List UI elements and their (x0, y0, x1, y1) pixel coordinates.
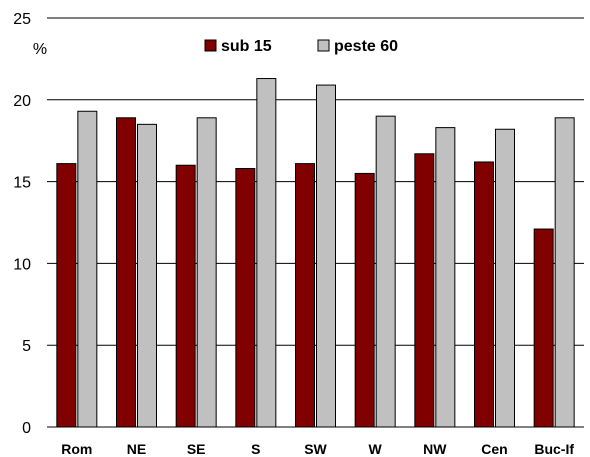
legend: sub 15 peste 60 (204, 38, 398, 55)
bar-peste60 (554, 117, 575, 428)
legend-swatch-peste60 (317, 39, 330, 52)
legend-label-peste60: peste 60 (334, 38, 398, 55)
y-tick-label: 0 (22, 420, 31, 437)
legend-swatch-sub15 (204, 39, 217, 52)
bar-sub15 (295, 163, 315, 428)
x-tick-label: NW (423, 441, 447, 457)
x-tick-label: S (251, 441, 260, 457)
y-tick-label: 10 (13, 256, 31, 273)
x-tick-label: W (369, 441, 383, 457)
y-tick-label: 25 (13, 11, 31, 28)
bar-sub15 (235, 168, 256, 428)
bar-peste60 (495, 128, 515, 428)
x-tick-label: Rom (61, 441, 92, 457)
gridlines (47, 17, 584, 346)
x-tick-label: SE (187, 441, 206, 457)
bar-peste60 (196, 117, 217, 428)
y-axis-ticks: 0 5 10 15 20 25 (13, 11, 31, 437)
x-tick-label: Cen (481, 441, 507, 457)
x-tick-label: NE (127, 441, 146, 457)
bar-peste60 (256, 78, 277, 428)
bar-sub15 (116, 117, 136, 428)
bar-peste60 (77, 110, 98, 428)
x-tick-label: Buc-If (534, 441, 574, 457)
y-tick-label: 15 (13, 175, 31, 192)
bar-sub15 (414, 153, 435, 428)
x-tick-label: SW (304, 441, 327, 457)
bars (56, 78, 575, 428)
bar-sub15 (533, 228, 554, 428)
bar-peste60 (375, 115, 396, 428)
y-axis-label: % (33, 41, 47, 58)
bar-sub15 (354, 172, 375, 428)
bar-sub15 (175, 164, 196, 428)
y-tick-label: 20 (13, 93, 31, 110)
legend-label-sub15: sub 15 (221, 38, 272, 55)
bar-sub15 (56, 163, 77, 428)
bar-peste60 (137, 123, 157, 428)
y-tick-label: 5 (22, 338, 31, 355)
bar-peste60 (435, 127, 456, 428)
bar-sub15 (474, 161, 494, 428)
x-axis-ticks: Rom NE SE S SW W NW Cen Buc-If (61, 441, 574, 457)
bar-peste60 (316, 84, 336, 428)
